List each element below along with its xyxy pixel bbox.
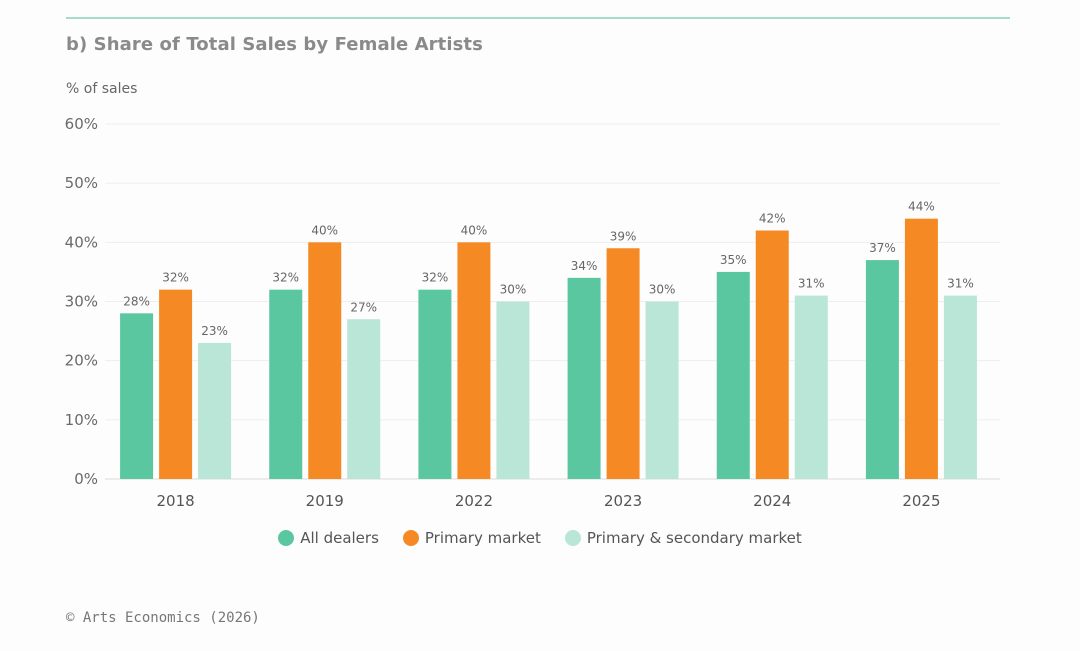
y-axis-ticks: 0% 10% 20% 30% 40% 50% 60% <box>65 115 98 488</box>
y-tick-label: 40% <box>65 233 98 251</box>
bar-all-dealers-2018 <box>120 313 154 479</box>
data-label: 32% <box>422 271 449 285</box>
data-label: 31% <box>947 277 974 291</box>
bar-primary-market-2018 <box>159 289 193 479</box>
data-label: 40% <box>461 223 488 237</box>
y-tick-label: 30% <box>65 293 98 311</box>
legend: All dealers Primary market Primary & secon… <box>0 529 1080 547</box>
data-label: 40% <box>311 223 338 237</box>
data-label: 28% <box>123 294 150 308</box>
bar-all-dealers-2022 <box>418 289 452 479</box>
data-label: 32% <box>272 271 299 285</box>
y-tick-label: 60% <box>65 115 98 133</box>
x-tick-label: 2018 <box>156 492 194 510</box>
bar-primary-secondary-market-2018 <box>198 342 232 479</box>
legend-label: All dealers <box>300 529 379 547</box>
bars <box>120 218 977 479</box>
data-label: 42% <box>759 212 786 226</box>
legend-item: Primary & secondary market <box>564 529 802 547</box>
bar-all-dealers-2019 <box>269 289 303 479</box>
data-label: 30% <box>500 283 527 297</box>
data-label: 39% <box>610 229 637 243</box>
y-tick-label: 50% <box>65 174 98 192</box>
bar-primary-market-2019 <box>308 242 342 479</box>
legend-swatch <box>402 530 419 546</box>
bar-primary-secondary-market-2025 <box>943 295 977 479</box>
top-rule <box>66 17 1010 19</box>
bar-primary-secondary-market-2024 <box>794 295 828 479</box>
x-tick-label: 2019 <box>306 492 344 510</box>
data-label: 37% <box>869 241 896 255</box>
y-tick-label: 10% <box>65 411 98 429</box>
data-label: 44% <box>908 200 935 214</box>
bar-all-dealers-2024 <box>716 271 750 479</box>
footer-credit: © Arts Economics (2026) <box>66 610 260 626</box>
data-label: 34% <box>571 259 598 273</box>
data-label: 23% <box>201 324 228 338</box>
data-label: 27% <box>350 300 377 314</box>
data-label: 30% <box>649 283 676 297</box>
legend-label: Primary market <box>424 529 541 547</box>
y-axis-label: % of sales <box>66 81 138 97</box>
data-labels: 28% 32% 23% 32% 40% 27% 32% 40% 30% 34% 39% 30% 35% 4… <box>123 200 974 338</box>
legend-swatch <box>564 530 581 546</box>
bar-primary-market-2023 <box>606 248 640 479</box>
x-tick-label: 2022 <box>455 492 493 510</box>
legend-item: Primary market <box>402 529 541 547</box>
x-tick-label: 2023 <box>604 492 642 510</box>
data-label: 32% <box>162 271 189 285</box>
chart-title: b) Share of Total Sales by Female Artist… <box>66 34 483 55</box>
data-label: 31% <box>798 277 825 291</box>
bar-primary-market-2022 <box>457 242 491 479</box>
gridlines <box>105 123 1000 480</box>
bar-primary-market-2024 <box>755 230 789 479</box>
x-tick-label: 2024 <box>753 492 791 510</box>
bar-primary-secondary-market-2022 <box>496 301 530 479</box>
x-axis-ticks: 2018 2019 2022 2023 2024 2025 <box>156 492 940 510</box>
bar-all-dealers-2025 <box>865 260 899 479</box>
legend-label: Primary & secondary market <box>586 529 802 547</box>
legend-item: All dealers <box>278 529 379 547</box>
legend-swatch <box>278 530 295 546</box>
x-tick-label: 2025 <box>902 492 940 510</box>
data-label: 35% <box>720 253 747 267</box>
bar-all-dealers-2023 <box>567 277 601 479</box>
bar-primary-secondary-market-2019 <box>347 319 381 479</box>
y-tick-label: 0% <box>74 470 98 488</box>
bar-primary-secondary-market-2023 <box>645 301 679 479</box>
y-tick-label: 20% <box>65 352 98 370</box>
bar-primary-market-2025 <box>904 218 938 479</box>
